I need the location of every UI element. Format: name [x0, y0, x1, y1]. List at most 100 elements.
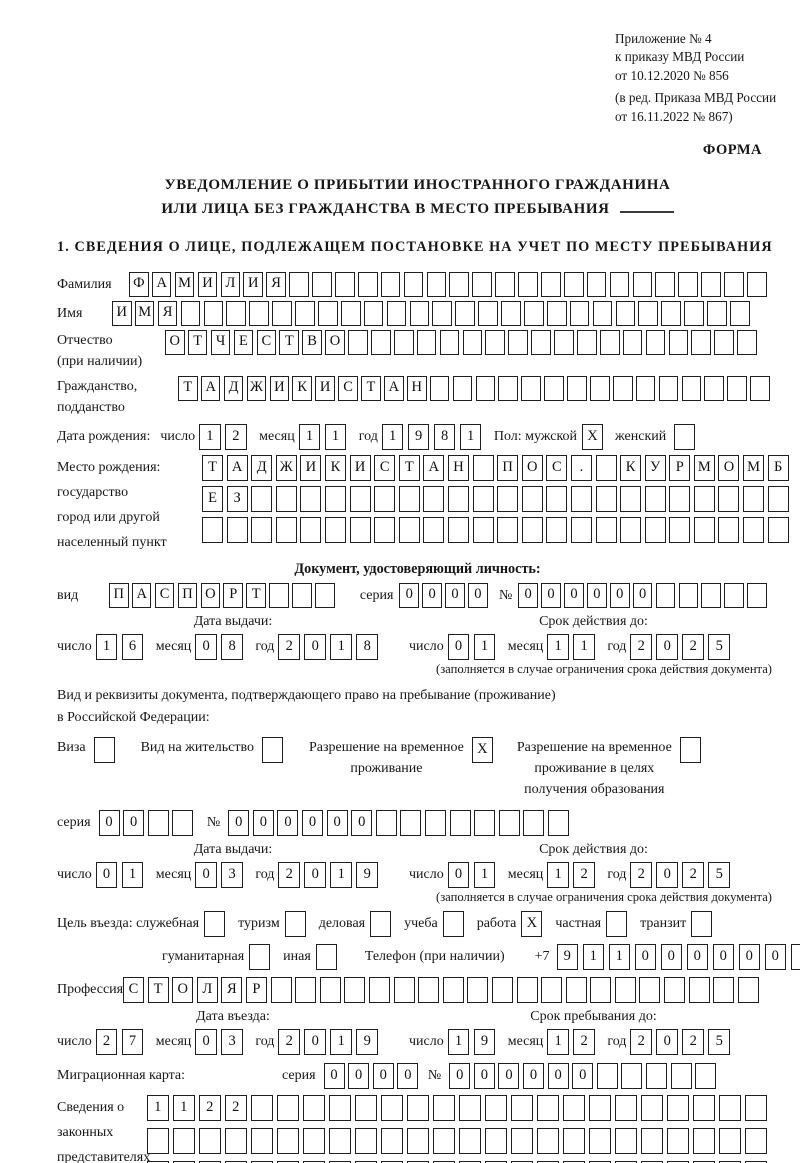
char-box: [667, 1160, 689, 1163]
char-box: [472, 455, 494, 482]
char-box: А: [423, 455, 445, 482]
char-box: З: [226, 486, 248, 513]
char-box: [398, 486, 420, 513]
char-box: [432, 301, 453, 327]
char-box: [225, 1160, 247, 1163]
purpose-private-checkbox: [606, 910, 628, 937]
char-box: А: [151, 272, 172, 298]
char-box: 0: [399, 583, 420, 609]
char-box: С: [123, 976, 144, 1003]
day-label: число: [57, 1033, 92, 1049]
char-box: 2: [95, 1028, 118, 1055]
char-box: [251, 1127, 273, 1154]
char-box: Т: [178, 376, 198, 402]
valid-until-heading: Срок действия до:: [539, 841, 648, 857]
char-box: [599, 330, 620, 356]
char-box: [147, 1160, 169, 1163]
char-box: [447, 517, 469, 544]
char-box: [433, 1094, 455, 1121]
char-box: И: [243, 272, 264, 298]
char-box: [531, 330, 551, 356]
char-box: [595, 486, 617, 513]
day-label: число: [409, 866, 444, 882]
char-box: [615, 301, 636, 327]
char-box: [423, 517, 445, 544]
char-box: [277, 1127, 299, 1154]
gender-male-checkbox: X: [582, 424, 604, 451]
char-box: [719, 1127, 741, 1154]
purpose-other-label: иная: [283, 948, 311, 964]
title-line1: УВЕДОМЛЕНИЕ О ПРИБЫТИИ ИНОСТРАННОГО ГРАЖ…: [164, 177, 671, 194]
char-box: О: [165, 330, 185, 356]
char-box: [459, 1094, 481, 1121]
char-box: П: [497, 455, 519, 482]
char-box: [462, 330, 483, 356]
char-box: М: [134, 301, 155, 327]
char-box: [646, 1062, 668, 1089]
char-box: [348, 330, 368, 356]
char-box: [521, 376, 541, 402]
char-box: X: [582, 424, 604, 451]
char-box: [295, 976, 317, 1003]
form-label: ФОРМА: [702, 142, 762, 159]
purpose-work-label: работа: [476, 915, 517, 931]
temp-residence-education-label: Разрешение на временное проживание в цел…: [516, 739, 672, 797]
char-box: Р: [223, 583, 244, 609]
char-box: [400, 809, 422, 836]
month-label: месяц: [155, 866, 192, 882]
char-box: [329, 1094, 351, 1121]
char-box: 0: [547, 1062, 569, 1089]
char-box: [363, 301, 384, 327]
char-box: [747, 272, 767, 298]
char-box: [277, 1094, 299, 1121]
char-box: 1: [547, 634, 569, 661]
char-box: Д: [223, 376, 244, 402]
identity-doc-heading: Документ, удостоверяющий личность:: [294, 561, 541, 578]
char-box: [277, 1160, 299, 1163]
char-box: [691, 330, 712, 356]
char-box: [374, 486, 396, 513]
year-label: год: [607, 866, 627, 882]
char-box: [381, 1127, 403, 1154]
char-box: [284, 910, 306, 937]
char-box: И: [300, 455, 322, 482]
char-box: 2: [682, 1028, 704, 1055]
visa-label: Виза: [57, 739, 86, 755]
char-box: [713, 976, 735, 1003]
char-box: С: [338, 376, 358, 402]
char-box: [664, 976, 686, 1003]
char-box: С: [374, 455, 396, 482]
patronymic-label: Отчество (при наличии): [57, 330, 165, 372]
migration-number-label: №: [427, 1067, 442, 1083]
char-box: [478, 301, 498, 327]
char-box: 9: [356, 861, 378, 888]
char-box: [147, 1127, 169, 1154]
char-box: [537, 1160, 559, 1163]
char-box: 2: [630, 861, 652, 888]
char-box: 1: [547, 861, 569, 888]
char-box: 0: [656, 634, 678, 661]
char-box: Я: [221, 976, 243, 1003]
char-box: [714, 330, 734, 356]
doc-series-label: серия: [359, 587, 394, 603]
char-box: [393, 976, 415, 1003]
char-box: [719, 1094, 741, 1121]
char-box: [747, 583, 767, 609]
birthplace-label-line2: государство: [57, 485, 129, 501]
temp-residence-label: Разрешение на временное проживание: [308, 739, 464, 776]
purpose-official-label: Цель въезда: служебная: [57, 915, 200, 931]
char-box: [678, 272, 698, 298]
char-box: [669, 517, 691, 544]
phone-prefix: +7: [534, 948, 550, 964]
char-box: Д: [251, 455, 273, 482]
month-label: месяц: [259, 429, 295, 445]
char-box: 0: [541, 583, 561, 609]
char-box: 0: [195, 861, 217, 888]
purpose-other-checkbox: [315, 943, 337, 970]
